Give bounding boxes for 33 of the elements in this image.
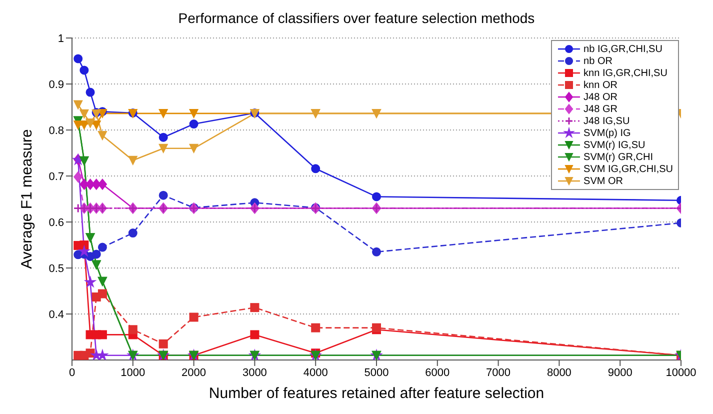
legend-label: J48 GR	[584, 104, 618, 114]
y-tick-label: 0.4	[48, 308, 64, 321]
legend-label: SVM OR	[584, 176, 623, 186]
legend-label: SVM(p) IG	[584, 128, 631, 138]
legend-label: SVM(r) GR,CHI	[584, 152, 653, 162]
y-tick-label: 0.7	[48, 170, 64, 183]
x-tick-label: 4000	[303, 366, 328, 379]
x-axis-title: Number of features retained after feature selection	[208, 385, 544, 402]
x-tick-label: 7000	[486, 366, 511, 379]
x-tick-label: 2000	[182, 366, 206, 379]
x-tick-label: 1000	[120, 366, 146, 379]
x-tick-label: 0	[68, 366, 76, 379]
legend-label: SVM IG,GR,CHI,SU	[584, 164, 673, 174]
legend-label: knn OR	[584, 80, 618, 90]
y-tick-label: 1	[58, 32, 64, 45]
y-tick-label: 0.5	[48, 262, 64, 275]
legend-label: nb IG,GR,CHI,SU	[584, 44, 662, 54]
y-tick-label: 0.8	[48, 124, 64, 137]
x-tick-label: 5000	[364, 366, 389, 379]
x-tick-label: 8000	[546, 366, 572, 379]
x-tick-label: 9000	[608, 366, 632, 379]
legend-label: nb OR	[584, 56, 612, 66]
x-tick-label: 6000	[425, 366, 450, 379]
legend-label: knn IG,GR,CHI,SU	[584, 68, 668, 78]
legend-label: J48 OR	[584, 92, 618, 102]
y-tick-label: 0.9	[48, 78, 64, 91]
x-tick-label: 3000	[242, 366, 267, 379]
y-tick-label: 0.6	[48, 216, 64, 229]
y-axis-title: Average F1 measure	[18, 129, 36, 269]
legend-label: J48 IG,SU	[584, 116, 630, 126]
chart-title: Performance of classifiers over feature selection methods	[177, 9, 536, 28]
legend-label: SVM(r) IG,SU	[584, 140, 646, 150]
x-tick-label: 10000	[666, 366, 696, 379]
